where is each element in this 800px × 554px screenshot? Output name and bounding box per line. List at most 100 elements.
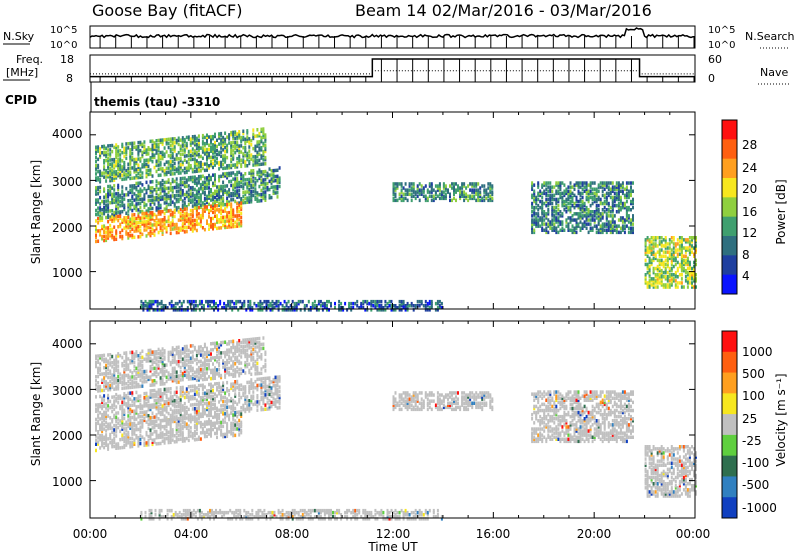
- range-cell-2536: [557, 181, 560, 185]
- range-cell-3717: [378, 306, 381, 310]
- range-cell-1934: [191, 218, 194, 223]
- range-cell-339: [163, 152, 166, 156]
- nave-line: [90, 70, 695, 75]
- range-cell-271: [149, 172, 152, 176]
- range-cell-894: [115, 419, 118, 424]
- range-cell-2944: [617, 189, 620, 193]
- range-cell-3727: [384, 304, 387, 308]
- range-cell-950: [119, 193, 122, 198]
- range-cell-850: [103, 414, 106, 419]
- range-cell-1849: [165, 219, 168, 224]
- range-cell-783: [254, 144, 257, 149]
- range-cell-1060: [151, 206, 154, 211]
- range-cell-470: [189, 137, 192, 141]
- range-cell-2906: [613, 228, 616, 232]
- range-cell-960: [123, 207, 126, 212]
- range-cell-3126: [654, 252, 657, 256]
- range-cell-3004: [627, 220, 630, 224]
- range-cell-1521: [254, 195, 257, 199]
- range-cell-357: [167, 350, 170, 355]
- range-cell-931: [115, 196, 118, 200]
- range-cell-975: [133, 403, 136, 407]
- range-cell-421: [181, 375, 184, 380]
- range-cell-1330: [212, 198, 214, 202]
- range-cell-282: [151, 151, 154, 156]
- range-cell-354: [167, 154, 170, 158]
- range-cell-663: [230, 159, 233, 164]
- range-cell-3310: [680, 250, 683, 254]
- range-cell-1053: [149, 202, 152, 207]
- range-cell-1866: [171, 219, 174, 223]
- range-cell-513: [199, 349, 202, 353]
- range-cell-1434: [236, 195, 239, 199]
- range-cell-1157: [175, 206, 178, 210]
- range-cell-1038: [143, 187, 146, 191]
- range-cell-3152: [658, 258, 661, 263]
- range-cell-2987: [625, 224, 628, 228]
- range-cell-2115: [398, 192, 401, 196]
- range-cell-1915: [185, 211, 188, 215]
- range-cell-1391: [226, 200, 229, 205]
- range-cell-588: [214, 163, 216, 167]
- range-cell-1933: [191, 221, 194, 225]
- range-cell-807: [264, 369, 267, 373]
- range-cell-157: [125, 357, 128, 361]
- range-cell-2023: [222, 219, 225, 224]
- range-cell-3292: [678, 248, 681, 252]
- range-cell-1274: [199, 197, 202, 201]
- range-cell-625: [224, 352, 227, 357]
- range-cell-1855: [167, 209, 170, 213]
- range-cell-1340: [214, 191, 216, 196]
- range-cell-338: [163, 371, 166, 376]
- range-cell-1534: [256, 170, 259, 175]
- range-cell-1025: [139, 181, 142, 185]
- range-cell-3040: [632, 189, 634, 193]
- range-cell-63: [107, 148, 110, 152]
- range-cell-173: [129, 176, 132, 181]
- range-cell-966: [125, 193, 128, 197]
- range-cell-3720: [380, 308, 383, 312]
- range-cell-1087: [157, 195, 160, 200]
- range-cell-688: [234, 146, 237, 151]
- range-cell-537: [203, 350, 206, 355]
- range-cell-1109: [163, 197, 166, 201]
- range-cell-1114: [163, 184, 166, 189]
- range-cell-2504: [553, 193, 556, 198]
- range-cell-612: [222, 365, 225, 369]
- range-cell-2964: [621, 224, 624, 228]
- range-cell-3801: [440, 301, 443, 306]
- range-cell-1822: [157, 212, 160, 216]
- range-cell-2884: [609, 187, 612, 191]
- range-cell-805: [262, 342, 265, 346]
- range-cell-2547: [559, 183, 562, 187]
- range-cell-2065: [232, 212, 235, 216]
- range-cell-2911: [613, 203, 616, 208]
- range-cell-555: [206, 137, 208, 142]
- range-cell-452: [187, 375, 190, 379]
- range-cell-3473: [182, 308, 185, 312]
- range-cell-2895: [611, 208, 614, 212]
- range-cell-62: [107, 371, 110, 376]
- range-cell-133: [121, 374, 124, 378]
- range-cell-430: [181, 140, 184, 144]
- range-cell-382: [171, 141, 174, 145]
- range-cell-2772: [595, 216, 598, 220]
- range-cell-734: [246, 342, 249, 346]
- range-cell-1490: [248, 192, 251, 196]
- range-cell-2760: [593, 212, 596, 216]
- range-cell-869: [107, 404, 110, 408]
- range-cell-3180: [662, 270, 665, 275]
- range-cell-782: [256, 357, 259, 361]
- range-cell-129: [119, 165, 122, 169]
- range-cell-3083: [648, 248, 651, 252]
- range-cell-1257: [195, 181, 198, 185]
- range-cell-1379: [222, 188, 225, 193]
- range-cell-485: [193, 347, 196, 352]
- range-cell-2464: [549, 226, 552, 230]
- range-cell-1858: [169, 225, 172, 229]
- range-cell-149: [125, 386, 128, 390]
- range-cell-2534: [557, 185, 560, 189]
- range-cell-144: [123, 369, 126, 374]
- range-cell-1287: [201, 182, 204, 187]
- range-cell-2710: [585, 191, 588, 196]
